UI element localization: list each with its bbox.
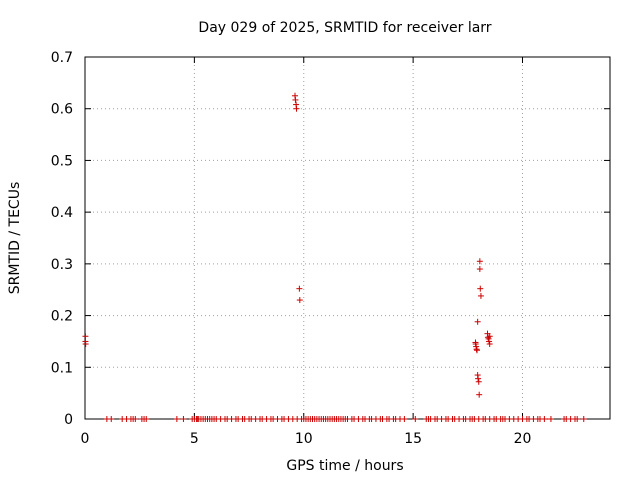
data-point bbox=[477, 285, 484, 292]
data-point bbox=[547, 416, 554, 422]
data-point bbox=[476, 266, 483, 273]
y-tick-label: 0 bbox=[64, 412, 73, 428]
axis-ticks bbox=[84, 56, 610, 420]
y-tick-label: 0.2 bbox=[51, 309, 73, 325]
y-tick-labels: 0 0.1 0.2 0.3 0.4 0.5 0.6 0.7 bbox=[51, 50, 73, 428]
y-axis-label: SRMTID / TECUs bbox=[7, 182, 23, 295]
data-point bbox=[132, 416, 139, 422]
x-axis-label: GPS time / hours bbox=[286, 458, 403, 474]
data-point bbox=[476, 258, 483, 265]
data-point bbox=[474, 318, 481, 325]
grid-lines bbox=[85, 57, 610, 419]
y-tick-label: 0.6 bbox=[51, 102, 73, 118]
y-tick-label: 0.1 bbox=[51, 360, 73, 376]
data-point bbox=[108, 416, 115, 422]
data-point bbox=[477, 292, 484, 299]
x-tick-labels: 0 5 10 15 20 bbox=[81, 431, 532, 447]
data-point bbox=[401, 416, 408, 422]
data-point bbox=[475, 375, 482, 382]
data-point bbox=[143, 416, 150, 422]
y-tick-label: 0.5 bbox=[51, 153, 73, 169]
data-point bbox=[296, 285, 303, 292]
y-tick-label: 0.4 bbox=[51, 205, 73, 221]
data-point bbox=[476, 391, 483, 398]
chart-title: Day 029 of 2025, SRMTID for receiver lar… bbox=[198, 20, 491, 36]
data-point bbox=[580, 416, 587, 422]
x-tick-label: 15 bbox=[404, 431, 422, 447]
data-point bbox=[474, 347, 480, 354]
data-point bbox=[574, 416, 581, 422]
data-point bbox=[486, 333, 493, 340]
data-point bbox=[293, 105, 300, 112]
x-tick-label: 5 bbox=[190, 431, 199, 447]
x-tick-label: 20 bbox=[514, 431, 532, 447]
data-point bbox=[412, 416, 419, 422]
y-tick-label: 0.3 bbox=[51, 257, 73, 273]
data-point bbox=[486, 338, 493, 345]
plot-area-frame bbox=[84, 56, 611, 420]
x-tick-label: 0 bbox=[81, 431, 90, 447]
y-tick-label: 0.7 bbox=[51, 50, 73, 66]
data-point bbox=[475, 378, 482, 385]
data-point bbox=[82, 341, 89, 348]
data-points bbox=[82, 92, 587, 422]
data-point bbox=[173, 416, 180, 422]
data-point bbox=[292, 96, 299, 103]
data-point bbox=[541, 416, 548, 422]
data-point bbox=[82, 333, 89, 340]
data-point bbox=[296, 297, 303, 304]
data-point bbox=[180, 416, 187, 422]
data-point bbox=[486, 341, 493, 348]
x-tick-label: 10 bbox=[295, 431, 313, 447]
